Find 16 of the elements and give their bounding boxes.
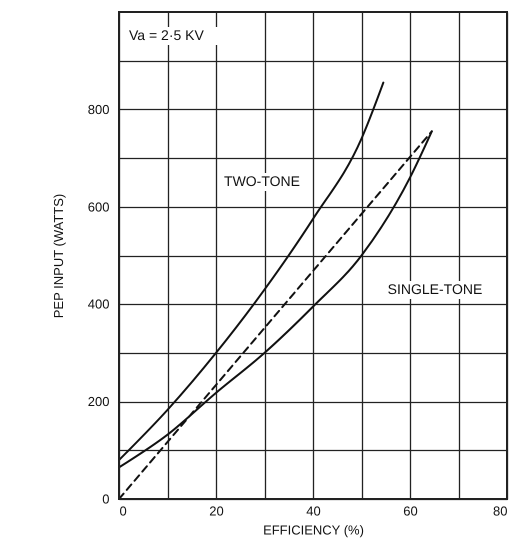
y-axis-title: PEP INPUT (WATTS) <box>50 194 66 318</box>
y-tick-label: 200 <box>88 394 110 410</box>
y-tick-label: 0 <box>102 492 110 506</box>
annotation: SINGLE-TONE <box>388 281 482 297</box>
annotation: TWO-TONE <box>224 173 300 189</box>
y-tick-label: 400 <box>88 296 110 312</box>
y-tick-label: 600 <box>88 199 110 214</box>
y-tick-label: 800 <box>88 102 110 117</box>
x-tick-label: 40 <box>306 504 321 518</box>
line-series <box>118 82 384 462</box>
x-tick-label: 80 <box>493 504 508 518</box>
x-tick-label: 60 <box>403 504 418 518</box>
annotation: Va = 2·5 KV <box>129 27 204 43</box>
x-tick-label: 20 <box>209 504 224 518</box>
x-tick-label: 0 <box>120 504 127 518</box>
x-axis-title: EFFICIENCY (%) <box>263 522 364 538</box>
